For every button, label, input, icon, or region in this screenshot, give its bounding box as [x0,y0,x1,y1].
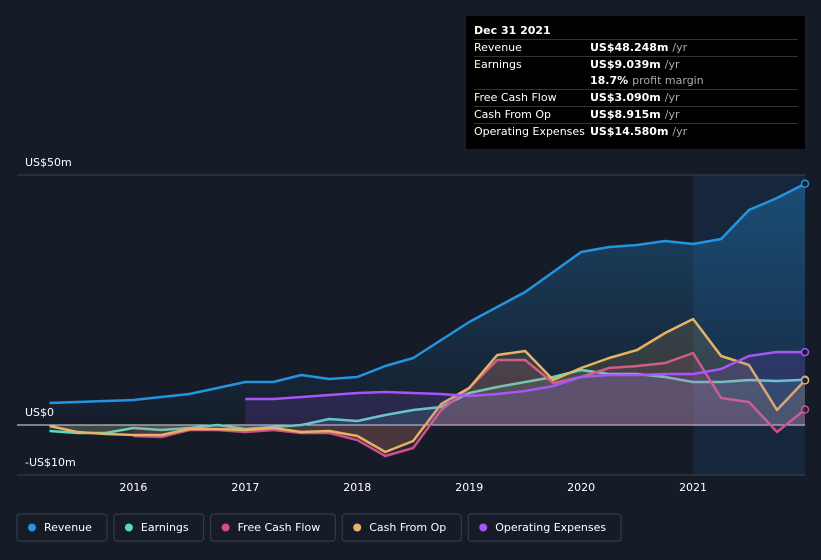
tooltip-date: Dec 31 2021 [474,24,551,37]
tooltip-label: Earnings [474,58,522,71]
series-area [133,353,805,456]
series-line [245,350,806,401]
legend-item[interactable]: Free Cash Flow [210,513,336,542]
tooltip-label: Revenue [474,41,522,54]
series-line [49,317,806,454]
tooltip-value-text: US$8.915m [590,108,661,121]
x-tick-label: 2017 [231,481,259,494]
tooltip-value: US$9.039m/yr [590,58,680,71]
tooltip-unit: /yr [672,41,687,54]
x-tick-label: 2019 [455,481,483,494]
end-point [800,405,810,414]
series-area [49,370,805,433]
legend-item[interactable]: Cash From Op [341,513,462,542]
end-point [800,376,810,385]
tooltip-value: US$14.580m/yr [590,125,688,138]
legend-dot [353,523,362,532]
legend-label: Operating Expenses [495,521,606,534]
legend-box[interactable] [113,513,205,542]
tooltip-margin: 18.7% profit margin [590,74,704,87]
legend-box[interactable] [16,513,108,542]
legend-label: Cash From Op [369,521,446,534]
end-point [800,347,810,357]
end-point [800,179,810,189]
legend-box[interactable] [467,513,622,542]
series-line [49,368,806,435]
tooltip-box [466,16,805,149]
y-tick-label: -US$10m [25,456,76,469]
margin-value: 18.7% [590,74,628,87]
tooltip-value-text: US$14.580m [590,125,668,138]
tooltip-value-text: US$3.090m [590,91,661,104]
legend-dot [28,523,36,532]
tooltip-unit: /yr [672,125,687,138]
series-area [49,319,805,452]
legend-item[interactable]: Revenue [16,513,108,542]
plot: US$50m US$0 -US$10m 2016 2017 2018 2019 2020 202… [17,156,810,494]
x-tick-label: 2016 [119,481,147,494]
x-tick-label: 2021 [679,481,707,494]
y-tick-label: US$0 [25,406,54,419]
tooltip-value: US$3.090m/yr [590,91,680,104]
tooltip-value-text: US$9.039m [590,58,661,71]
tooltip-value: US$8.915m/yr [590,108,680,121]
legend-dot [479,523,488,532]
legend-box[interactable] [341,513,462,542]
tooltip-label: Operating Expenses [474,125,585,138]
y-tick-label: US$50m [25,156,72,169]
tooltip-value-text: US$48.248m [590,41,668,54]
legend-item[interactable]: Earnings [113,513,205,542]
tooltip-unit: /yr [665,58,680,71]
tooltip-unit: /yr [665,108,680,121]
tooltip-unit: /yr [665,91,680,104]
legend-box[interactable] [210,513,336,542]
tooltip-value: US$48.248m/yr [590,41,688,54]
legend-label: Revenue [44,521,92,534]
legend-dot [221,523,230,532]
series-area [49,183,805,425]
tooltip-label: Free Cash Flow [474,91,557,104]
legend-item[interactable]: Operating Expenses [467,513,622,542]
margin-text: profit margin [632,74,704,87]
legend-label: Free Cash Flow [238,521,321,534]
x-tick-label: 2018 [343,481,371,494]
tooltip-label: Cash From Op [474,108,551,121]
x-tick-label: 2020 [567,481,595,494]
legend: Revenue Earnings Free Cash Flow Cash From O… [16,513,622,542]
series-area [245,352,806,425]
tooltip: Dec 31 2021 Revenue US$48.248m/yr Earnings… [466,16,805,149]
legend-label: Earnings [141,521,189,534]
series-line [49,182,806,405]
legend-dot [124,523,133,532]
